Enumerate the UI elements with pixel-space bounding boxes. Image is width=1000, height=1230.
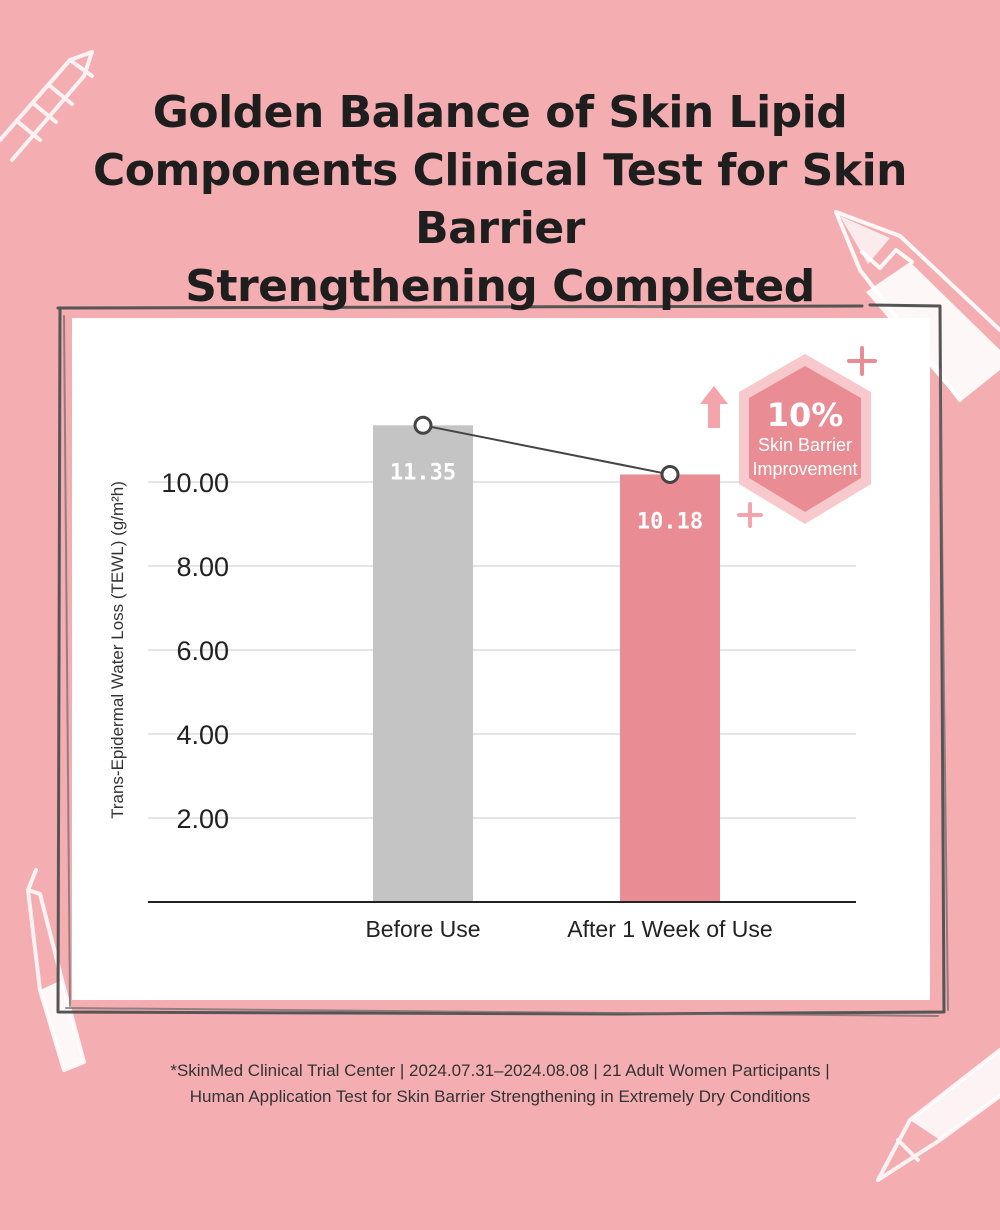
y-tick-label: 4.00 <box>176 720 229 750</box>
grid-lines <box>148 481 856 819</box>
badge-line-1: Skin Barrier <box>758 435 852 455</box>
x-tick-labels: Before Use After 1 Week of Use <box>365 916 772 942</box>
y-tick-label: 10.00 <box>161 468 229 498</box>
title-line-3: Strengthening Completed <box>185 261 815 312</box>
trend-point <box>413 415 433 435</box>
badge-value: 10% <box>767 396 844 434</box>
plus-icon <box>847 346 877 376</box>
y-tick-label: 6.00 <box>176 636 229 666</box>
value-label: 10.18 <box>637 509 703 534</box>
trend-line <box>413 415 680 484</box>
page-title: Golden Balance of Skin Lipid Components … <box>40 84 960 316</box>
value-label: 11.35 <box>390 460 456 485</box>
y-tick-labels: 2.00 4.00 6.00 8.00 10.00 <box>161 468 229 834</box>
hexagon-badge-inner <box>749 366 861 512</box>
footnote-line-1: *SkinMed Clinical Trial Center | 2024.07… <box>170 1061 830 1080</box>
bars <box>373 425 720 902</box>
badge-line-2: Improvement <box>752 459 857 479</box>
improvement-badge: 10% Skin Barrier Improvement <box>700 346 877 528</box>
x-tick-label: Before Use <box>365 916 480 942</box>
footnote-line-2: Human Application Test for Skin Barrier … <box>189 1087 811 1106</box>
y-tick-label: 8.00 <box>176 552 229 582</box>
footnote: *SkinMed Clinical Trial Center | 2024.07… <box>60 1058 940 1110</box>
trend-point <box>660 464 680 484</box>
bar-before-use <box>373 425 473 902</box>
value-labels: 11.35 10.18 <box>390 460 703 534</box>
x-tick-label: After 1 Week of Use <box>567 916 772 942</box>
y-axis-label: Trans-Epidermal Water Loss (TEWL) (g/m²h… <box>108 481 127 819</box>
plus-icon <box>737 502 763 528</box>
y-tick-label: 2.00 <box>176 804 229 834</box>
title-line-1: Golden Balance of Skin Lipid <box>152 87 848 138</box>
trend-segment <box>422 424 671 476</box>
bar-after-1-week <box>620 474 720 902</box>
arrow-up-icon <box>700 386 728 428</box>
title-line-2: Components Clinical Test for Skin Barrie… <box>93 145 907 254</box>
